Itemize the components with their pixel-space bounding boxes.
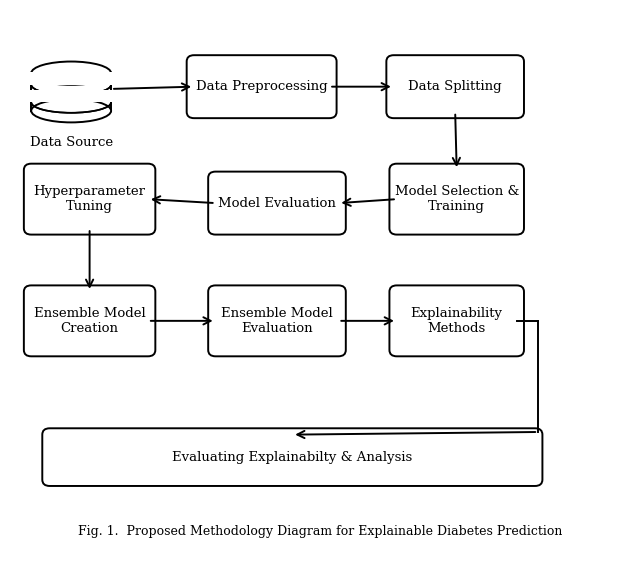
FancyBboxPatch shape	[24, 285, 156, 356]
Text: Ensemble Model
Evaluation: Ensemble Model Evaluation	[221, 307, 333, 335]
FancyBboxPatch shape	[187, 55, 337, 118]
Bar	[31, 73, 111, 111]
FancyBboxPatch shape	[389, 285, 524, 356]
FancyBboxPatch shape	[24, 164, 156, 235]
FancyBboxPatch shape	[389, 164, 524, 235]
Ellipse shape	[31, 99, 111, 122]
Text: Fig. 1.  Proposed Methodology Diagram for Explainable Diabetes Prediction: Fig. 1. Proposed Methodology Diagram for…	[78, 525, 562, 538]
Bar	[25, 72, 117, 84]
Text: Ensemble Model
Creation: Ensemble Model Creation	[34, 307, 145, 335]
Bar	[25, 73, 117, 84]
FancyBboxPatch shape	[208, 172, 346, 235]
Text: Data Preprocessing: Data Preprocessing	[196, 80, 328, 93]
Text: Data Splitting: Data Splitting	[408, 80, 502, 93]
Text: Evaluating Explainabilty & Analysis: Evaluating Explainabilty & Analysis	[172, 450, 412, 463]
Text: Data Source: Data Source	[29, 136, 113, 149]
Text: Model Selection &
Training: Model Selection & Training	[394, 185, 519, 213]
Text: Model Evaluation: Model Evaluation	[218, 196, 336, 209]
FancyBboxPatch shape	[42, 428, 543, 486]
Text: Hyperparameter
Tuning: Hyperparameter Tuning	[34, 185, 146, 213]
Ellipse shape	[31, 61, 111, 85]
Text: Explainability
Methods: Explainability Methods	[411, 307, 502, 335]
Bar	[25, 91, 117, 102]
Bar	[25, 90, 117, 102]
FancyBboxPatch shape	[387, 55, 524, 118]
FancyBboxPatch shape	[208, 285, 346, 356]
